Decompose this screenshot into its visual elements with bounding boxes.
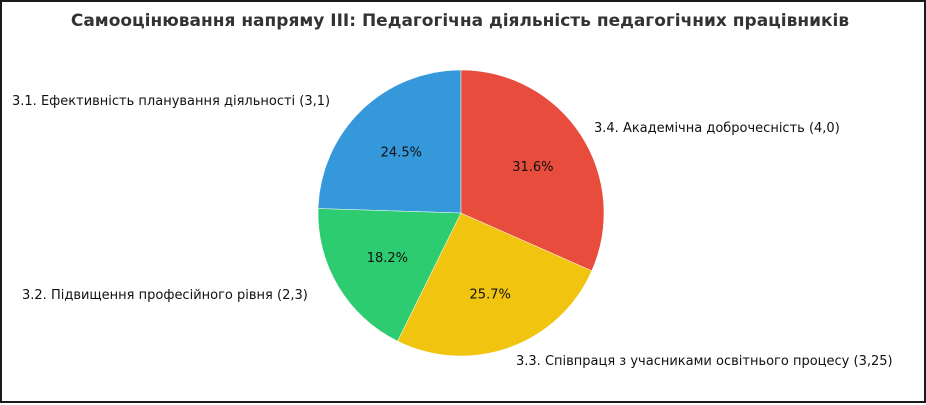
pie-slice-4	[460, 69, 605, 272]
pie-category-label-4: 3.4. Академічна доброчесність (4,0)	[594, 121, 840, 136]
pie-slices	[317, 69, 605, 357]
chart-title: Самооцінювання напряму III: Педагогічна …	[71, 11, 850, 31]
pie-percent-label-4: 31.6%	[512, 160, 553, 175]
pie-category-label-3: 3.3. Співпраця з учасниками освітнього п…	[516, 354, 893, 369]
pie-labels: 24.5% 3.1. Ефективність планування діяльн…	[12, 94, 893, 369]
pie-percent-label-2: 18.2%	[367, 251, 408, 266]
pie-slice-3	[397, 212, 593, 357]
pie-category-label-1: 3.1. Ефективність планування діяльності …	[12, 94, 330, 109]
pie-slice-2	[317, 208, 462, 342]
pie-category-label-2: 3.2. Підвищення професійного рівня (2,3)	[22, 288, 308, 303]
pie-slice-1	[317, 69, 462, 214]
pie-percent-label-3: 25.7%	[470, 288, 511, 303]
pie-percent-label-1: 24.5%	[381, 145, 422, 160]
